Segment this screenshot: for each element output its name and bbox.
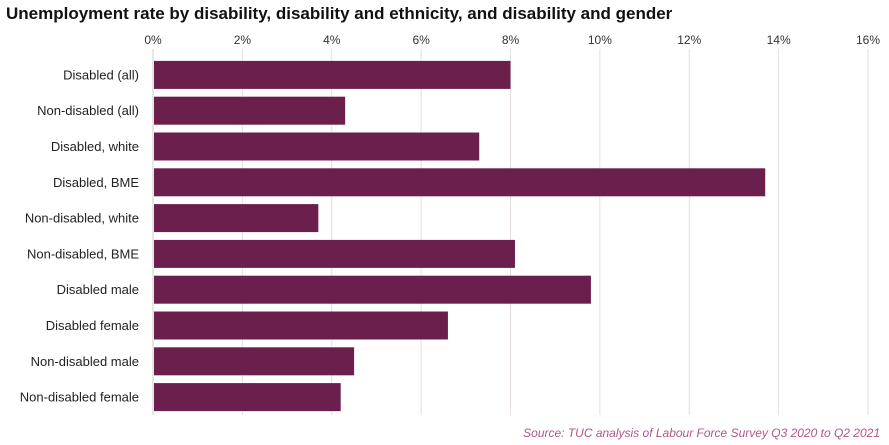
- category-label: Non-disabled, white: [25, 211, 139, 226]
- category-label: Disabled male: [57, 282, 139, 297]
- bar: [154, 96, 346, 125]
- bar: [154, 204, 319, 233]
- category-label: Non-disabled (all): [37, 103, 139, 118]
- x-tick-label: 14%: [767, 33, 791, 47]
- bar: [154, 275, 591, 304]
- category-label: Disabled, white: [51, 139, 139, 154]
- bar: [154, 60, 511, 89]
- x-tick-label: 8%: [502, 33, 520, 47]
- category-label: Non-disabled female: [20, 390, 139, 405]
- x-tick-label: 6%: [412, 33, 430, 47]
- bar: [154, 383, 341, 412]
- bar: [154, 239, 515, 268]
- category-label: Disabled (all): [63, 67, 139, 82]
- bar: [154, 311, 448, 340]
- x-tick-label: 4%: [323, 33, 341, 47]
- category-label: Non-disabled male: [31, 354, 139, 369]
- category-label: Disabled female: [46, 318, 139, 333]
- category-label: Disabled, BME: [53, 175, 139, 190]
- x-tick-label: 0%: [144, 33, 162, 47]
- bar: [154, 168, 766, 197]
- bar: [154, 347, 355, 376]
- chart-title: Unemployment rate by disability, disabil…: [6, 4, 673, 23]
- x-tick-label: 10%: [588, 33, 612, 47]
- source-note: Source: TUC analysis of Labour Force Sur…: [523, 426, 880, 440]
- x-tick-label: 12%: [677, 33, 701, 47]
- bar: [154, 132, 480, 161]
- x-tick-label: 16%: [856, 33, 880, 47]
- category-label: Non-disabled, BME: [27, 246, 139, 261]
- x-tick-label: 2%: [234, 33, 252, 47]
